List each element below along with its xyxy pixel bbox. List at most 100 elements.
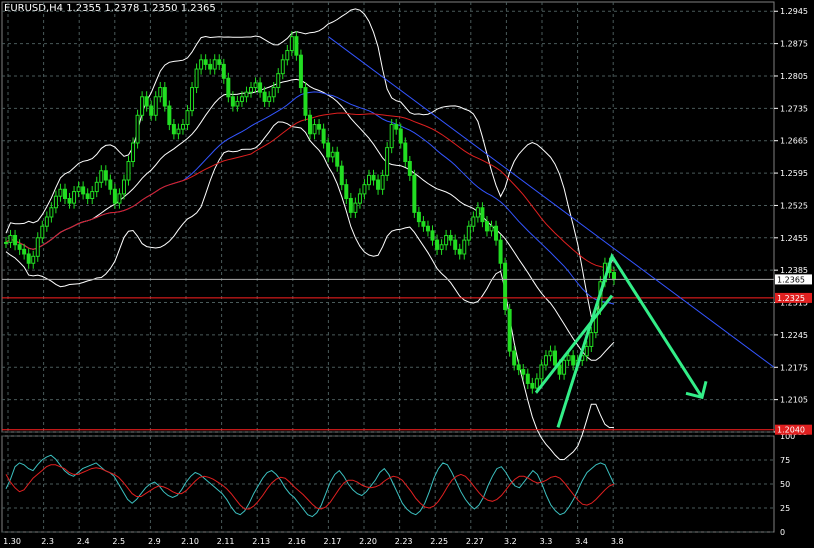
candle-body xyxy=(244,91,249,98)
candle-body xyxy=(344,184,349,200)
x-tick-label: 2.23 xyxy=(395,537,413,546)
price-tick-label: 1.2945 xyxy=(780,7,808,16)
candle-body xyxy=(185,110,190,126)
candle-body xyxy=(53,195,58,209)
x-tick-label: 2.3 xyxy=(41,537,54,546)
candle-body xyxy=(471,216,476,227)
candle-body xyxy=(8,234,13,243)
price-level-label: 1.2325 xyxy=(777,294,805,303)
candle-body xyxy=(462,239,467,255)
candle-body xyxy=(235,100,240,107)
x-tick-label: 2.11 xyxy=(217,537,235,546)
bollinger-lower-band xyxy=(5,121,615,461)
x-tick-label: 2.5 xyxy=(112,537,125,546)
candle-body xyxy=(58,188,63,197)
candle-body xyxy=(226,77,231,98)
candle-body xyxy=(430,230,435,241)
x-tick-label: 2.9 xyxy=(148,537,161,546)
candle-body xyxy=(108,179,113,190)
candle-body xyxy=(543,355,548,366)
candle-body xyxy=(516,364,521,371)
candle-body xyxy=(208,63,213,70)
candle-body xyxy=(81,186,86,195)
candle-body xyxy=(289,36,294,52)
candle-body xyxy=(276,73,281,89)
candle-body xyxy=(407,161,412,176)
candle-body xyxy=(330,151,335,158)
candle-body xyxy=(99,170,104,183)
candle-body xyxy=(271,87,276,98)
candle-body xyxy=(466,225,471,241)
price-tick-label: 1.2315 xyxy=(780,299,808,308)
candle-body xyxy=(425,225,430,232)
candle-body xyxy=(412,174,417,213)
candle-body xyxy=(203,59,208,65)
candle-body xyxy=(534,378,539,389)
price-tick-label: 1.2525 xyxy=(780,201,808,210)
candle-body xyxy=(180,124,185,130)
candle-body xyxy=(494,225,499,241)
candle-body xyxy=(112,188,117,204)
candle-body xyxy=(530,382,535,389)
candle-body xyxy=(571,355,576,366)
candle-body xyxy=(90,191,95,200)
current-price-label: 1.2365 xyxy=(777,275,805,284)
x-tick-label: 1.30 xyxy=(3,537,21,546)
candle-body xyxy=(385,147,390,176)
x-tick-label: 2.10 xyxy=(181,537,199,546)
candle-body xyxy=(199,59,204,70)
x-tick-label: 2.13 xyxy=(252,537,270,546)
x-tick-label: 2.17 xyxy=(323,537,341,546)
candle-body xyxy=(371,174,376,181)
oscillator-tick-label: 100 xyxy=(780,432,795,441)
projection-arrowhead xyxy=(685,380,708,400)
candle-body xyxy=(131,142,136,163)
price-tick-label: 1.2175 xyxy=(780,363,808,372)
candle-body xyxy=(126,161,131,181)
candle-body xyxy=(489,225,494,232)
oscillator-tick-label: 50 xyxy=(780,480,790,489)
candle-body xyxy=(326,142,331,158)
candle-body xyxy=(253,82,258,89)
candle-body xyxy=(176,128,181,135)
candle-body xyxy=(22,248,27,255)
price-tick-label: 1.2105 xyxy=(780,396,808,405)
projection-leg xyxy=(534,294,614,394)
price-tick-label: 1.2385 xyxy=(780,266,808,275)
price-level-label: 1.2040 xyxy=(777,426,805,435)
candle-body xyxy=(121,179,126,195)
candle-body xyxy=(167,105,172,126)
price-tick-label: 1.2455 xyxy=(780,234,808,243)
candle-body xyxy=(539,364,544,380)
x-tick-label: 3.8 xyxy=(611,537,624,546)
candle-body xyxy=(398,128,403,144)
candle-body xyxy=(525,373,530,384)
candle-body xyxy=(584,345,589,357)
candle-body xyxy=(480,207,485,223)
x-tick-label: 2.20 xyxy=(359,537,377,546)
oscillator-tick-label: 0 xyxy=(780,528,785,537)
candle-body xyxy=(403,142,408,163)
candle-body xyxy=(280,59,285,75)
candle-body xyxy=(380,174,385,190)
candle-body xyxy=(507,308,512,352)
candle-body xyxy=(44,216,49,227)
price-tick-label: 1.2875 xyxy=(780,40,808,49)
candle-body xyxy=(85,193,90,200)
candle-body xyxy=(140,96,145,116)
candle-body xyxy=(421,221,426,227)
candle-body xyxy=(512,350,517,366)
candle-body xyxy=(17,244,22,250)
candle-body xyxy=(498,239,503,264)
candle-body xyxy=(294,36,299,56)
candle-body xyxy=(548,350,553,357)
candle-body xyxy=(439,244,444,250)
price-tick-label: 1.2735 xyxy=(780,104,808,113)
candle-body xyxy=(94,181,99,193)
candle-body xyxy=(457,248,462,255)
candle-body xyxy=(212,59,217,70)
candle-body xyxy=(190,87,195,112)
candle-body xyxy=(62,188,67,200)
chart-header: EURUSD,H4 1.2355 1.2378 1.2350 1.2365 xyxy=(4,3,216,14)
